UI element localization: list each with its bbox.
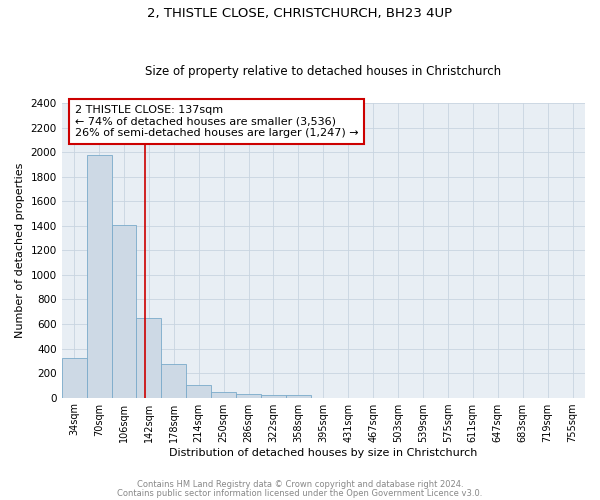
Bar <box>136 318 161 398</box>
Bar <box>286 394 311 398</box>
Text: Contains public sector information licensed under the Open Government Licence v3: Contains public sector information licen… <box>118 488 482 498</box>
Text: 2 THISTLE CLOSE: 137sqm
← 74% of detached houses are smaller (3,536)
26% of semi: 2 THISTLE CLOSE: 137sqm ← 74% of detache… <box>75 104 358 138</box>
Text: Contains HM Land Registry data © Crown copyright and database right 2024.: Contains HM Land Registry data © Crown c… <box>137 480 463 489</box>
Bar <box>62 358 86 398</box>
Bar <box>236 394 261 398</box>
Bar <box>186 384 211 398</box>
X-axis label: Distribution of detached houses by size in Christchurch: Distribution of detached houses by size … <box>169 448 478 458</box>
Bar <box>112 224 136 398</box>
Y-axis label: Number of detached properties: Number of detached properties <box>15 162 25 338</box>
Bar <box>161 364 186 398</box>
Title: Size of property relative to detached houses in Christchurch: Size of property relative to detached ho… <box>145 66 502 78</box>
Bar <box>211 392 236 398</box>
Bar <box>86 155 112 398</box>
Text: 2, THISTLE CLOSE, CHRISTCHURCH, BH23 4UP: 2, THISTLE CLOSE, CHRISTCHURCH, BH23 4UP <box>148 8 452 20</box>
Bar <box>261 395 286 398</box>
